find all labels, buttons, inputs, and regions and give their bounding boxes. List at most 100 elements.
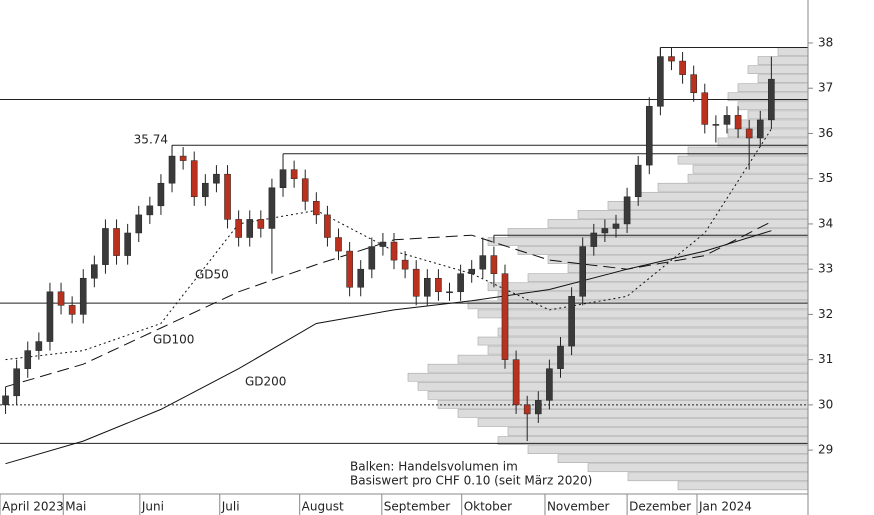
candle-body (357, 268, 365, 288)
candle-body (135, 214, 143, 234)
x-tick-label: Dezember (629, 500, 691, 514)
candle-body (68, 305, 76, 315)
volume-bar (637, 191, 809, 201)
candle-body (679, 60, 686, 75)
volume-bar (557, 454, 809, 463)
candle-body (235, 219, 242, 238)
candle-body (701, 92, 709, 125)
volume-profile (407, 47, 809, 491)
volume-bar (692, 164, 809, 174)
candle-body (568, 296, 575, 347)
x-tick-label: Jan 2024 (698, 500, 752, 514)
ma-label: GD100 (153, 333, 194, 347)
volume-bar (547, 255, 809, 264)
candle-body (46, 291, 54, 342)
candle-body (13, 368, 20, 397)
candle-body (79, 277, 87, 315)
candle-body (301, 178, 309, 202)
volume-bar (677, 155, 809, 165)
volume-bar (587, 463, 809, 473)
volume-bar (407, 372, 809, 382)
candle-body (424, 277, 431, 297)
volume-bar (457, 354, 809, 364)
candle-body (157, 182, 165, 207)
candle-body (768, 78, 775, 121)
x-tick-label: April 2023 (2, 500, 64, 514)
y-tick-label: 37 (818, 81, 833, 95)
candle-body (690, 74, 697, 93)
candle-body (268, 187, 276, 229)
candle-body (512, 359, 520, 406)
candle-body (657, 56, 664, 107)
x-tick-label: November (547, 500, 609, 514)
candle-body (313, 201, 320, 216)
volume-bar (497, 291, 809, 301)
volume-bar (777, 47, 809, 56)
volume-bar (457, 409, 809, 418)
candle-body (246, 219, 254, 238)
volume-bar (487, 345, 809, 355)
volume-bar (427, 391, 809, 400)
volume-bar (747, 110, 809, 120)
volume-bar (487, 237, 809, 246)
volume-bar (517, 246, 809, 255)
x-tick-label: September (384, 500, 450, 514)
candle-body (190, 160, 198, 198)
candle-body (468, 268, 476, 274)
axes: 29 30 31 32 33 34 35 36 37 38 April 2023 Mai Juni Jul… (0, 0, 833, 515)
candle-body (523, 404, 531, 415)
candle-body (168, 155, 176, 184)
candle-body (457, 273, 464, 293)
volume-bar (737, 119, 809, 129)
candle-body (35, 341, 43, 351)
x-tick-label: August (302, 500, 344, 514)
candle-body (102, 228, 109, 265)
moving-average (5, 230, 772, 465)
note: Balken: Handelsvolumen im (350, 460, 518, 474)
volume-bar (427, 363, 809, 373)
volume-bar (477, 309, 809, 319)
candle-body (546, 368, 553, 401)
candle-body (634, 164, 642, 198)
candle-body (579, 246, 586, 297)
candle-body (479, 255, 487, 270)
candle-body (623, 196, 631, 225)
candle-body (335, 237, 342, 252)
candle-body (668, 56, 675, 62)
candle-body (368, 246, 376, 270)
candle-body (645, 106, 653, 166)
candle-body (745, 128, 753, 139)
candle-body (412, 268, 420, 297)
volume-bar (487, 282, 809, 292)
candle-body (734, 115, 742, 130)
candle-body (723, 115, 731, 125)
x-tick-label: Mai (65, 500, 86, 514)
volume-bar (677, 481, 809, 491)
y-tick-label: 38 (818, 35, 833, 49)
volume-bar (467, 300, 809, 310)
level-label: 35.74 (134, 133, 168, 147)
y-tick-label: 32 (818, 307, 833, 321)
volume-bar (417, 381, 809, 391)
candle-body (712, 124, 720, 126)
candle-body (501, 273, 509, 360)
candle-body (24, 350, 32, 369)
volume-bar (627, 472, 809, 482)
candle-body (57, 291, 65, 306)
candle-body (534, 400, 542, 415)
candle-body (113, 228, 120, 256)
candle-body (446, 291, 453, 294)
candle-body (390, 241, 398, 261)
candles (2, 47, 775, 442)
candle-body (590, 232, 598, 247)
candle-body (379, 241, 387, 247)
volume-bar (657, 182, 809, 192)
volume-bar (757, 74, 809, 83)
candle-body (146, 205, 154, 216)
candle-body (202, 182, 209, 198)
volume-bar (527, 273, 809, 283)
volume-bar (507, 427, 809, 436)
candle-body (324, 214, 331, 238)
candle-body (290, 169, 298, 179)
